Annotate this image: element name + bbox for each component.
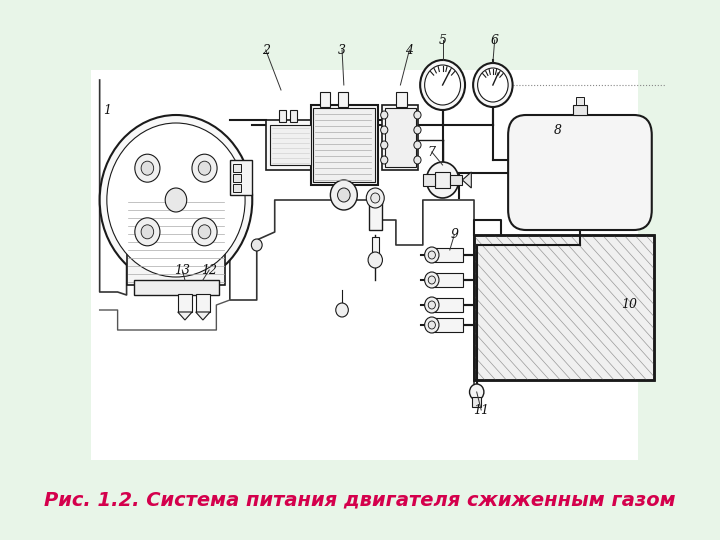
Circle shape (165, 188, 186, 212)
Bar (233, 164, 241, 172)
Text: 4: 4 (405, 44, 413, 57)
Bar (576, 97, 583, 105)
Circle shape (336, 303, 348, 317)
Bar (450, 175, 462, 185)
Bar (369, 195, 382, 230)
Circle shape (425, 297, 439, 313)
Text: 5: 5 (438, 33, 446, 46)
Bar (134, 280, 219, 295)
Text: 2: 2 (262, 44, 270, 57)
Circle shape (425, 272, 439, 288)
Circle shape (414, 126, 421, 134)
Circle shape (251, 239, 262, 251)
Circle shape (414, 156, 421, 164)
Circle shape (381, 141, 388, 149)
Bar (372, 237, 379, 255)
Circle shape (107, 123, 245, 277)
Circle shape (425, 65, 461, 105)
Bar (310, 105, 378, 185)
Bar (290, 110, 297, 122)
Bar (474, 235, 654, 380)
Bar (266, 120, 315, 170)
Circle shape (477, 68, 508, 102)
Bar (474, 235, 654, 380)
Bar (573, 105, 587, 115)
Circle shape (428, 276, 436, 284)
Circle shape (135, 154, 160, 182)
Circle shape (192, 218, 217, 246)
Bar (279, 110, 287, 122)
Circle shape (198, 161, 211, 175)
Circle shape (426, 162, 459, 198)
Text: 7: 7 (428, 145, 436, 159)
Text: 11: 11 (473, 403, 489, 416)
Bar (196, 294, 210, 312)
Text: Рис. 1.2. Система питания двигателя сжиженным газом: Рис. 1.2. Система питания двигателя сжиж… (44, 490, 676, 510)
Bar (233, 174, 241, 182)
Circle shape (330, 180, 357, 210)
Bar (436, 172, 450, 188)
Circle shape (381, 156, 388, 164)
Bar (230, 160, 252, 195)
Circle shape (428, 321, 436, 329)
Circle shape (428, 251, 436, 259)
Polygon shape (178, 312, 192, 320)
Circle shape (425, 317, 439, 333)
Bar (320, 92, 330, 107)
Bar (385, 108, 415, 167)
Bar (178, 294, 192, 312)
Circle shape (469, 384, 484, 400)
Circle shape (99, 115, 252, 285)
Circle shape (338, 188, 350, 202)
Circle shape (141, 225, 153, 239)
Text: 9: 9 (450, 228, 458, 241)
Circle shape (141, 161, 153, 175)
Circle shape (420, 60, 465, 110)
Bar (233, 184, 241, 192)
Circle shape (381, 126, 388, 134)
Bar (432, 318, 463, 332)
Text: 1: 1 (103, 104, 111, 117)
Text: 8: 8 (554, 124, 562, 137)
Text: 10: 10 (621, 299, 637, 312)
Circle shape (371, 193, 379, 203)
Circle shape (366, 188, 384, 208)
Circle shape (198, 225, 211, 239)
Bar (91, 70, 639, 460)
Circle shape (428, 301, 436, 309)
Bar (432, 248, 463, 262)
Bar (270, 125, 310, 165)
Bar (396, 92, 407, 107)
Bar (472, 397, 481, 407)
Bar (423, 174, 436, 186)
Text: 12: 12 (201, 264, 217, 276)
Text: 3: 3 (338, 44, 346, 57)
Bar (127, 195, 225, 285)
Polygon shape (196, 312, 210, 320)
Bar (338, 92, 348, 107)
Circle shape (381, 111, 388, 119)
Circle shape (368, 252, 382, 268)
Polygon shape (462, 172, 472, 188)
Circle shape (135, 218, 160, 246)
Bar (313, 108, 375, 182)
FancyBboxPatch shape (508, 115, 652, 230)
Text: 6: 6 (490, 33, 499, 46)
Bar (382, 105, 418, 170)
Circle shape (192, 154, 217, 182)
Bar (432, 298, 463, 312)
Bar (432, 273, 463, 287)
Circle shape (473, 63, 513, 107)
Text: 13: 13 (174, 264, 190, 276)
Circle shape (414, 141, 421, 149)
Circle shape (425, 247, 439, 263)
Circle shape (414, 111, 421, 119)
